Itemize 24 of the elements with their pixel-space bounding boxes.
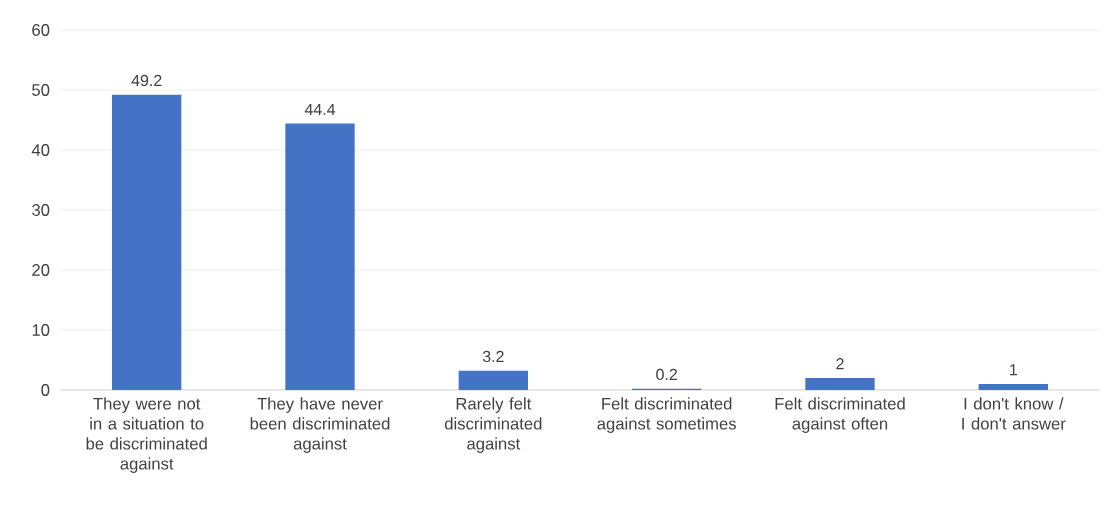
x-tick-label: Felt discriminated against often <box>775 397 905 433</box>
bar <box>458 370 529 390</box>
data-label: 3.2 <box>482 350 504 363</box>
data-label: 44.4 <box>304 103 336 115</box>
data-label: 49.2 <box>131 74 162 87</box>
y-tick-label: 10 <box>32 324 50 336</box>
y-tick-label: 30 <box>32 204 50 216</box>
bar <box>112 94 182 390</box>
data-label: 0.2 <box>656 368 677 381</box>
x-tick-label: They were not in a situation to be discriminated against <box>86 397 207 473</box>
y-tick-label: 40 <box>31 144 50 156</box>
x-tick-label: They have never been discriminated against <box>250 397 390 453</box>
bar <box>285 123 355 390</box>
y-tick-label: 60 <box>32 24 50 36</box>
y-tick-label: 50 <box>32 84 50 96</box>
y-tick-label: 0 <box>41 384 50 396</box>
x-tick-label: Rarely felt discriminated against <box>444 397 542 453</box>
data-label: 1 <box>1010 364 1017 376</box>
x-tick-label: Felt discriminated against sometimes <box>597 397 736 433</box>
x-tick-label: I don't know / I don't answer <box>962 397 1066 430</box>
bar <box>805 377 875 390</box>
data-label: 2 <box>836 358 844 370</box>
y-tick-label: 20 <box>32 264 50 276</box>
bar <box>978 383 1048 390</box>
